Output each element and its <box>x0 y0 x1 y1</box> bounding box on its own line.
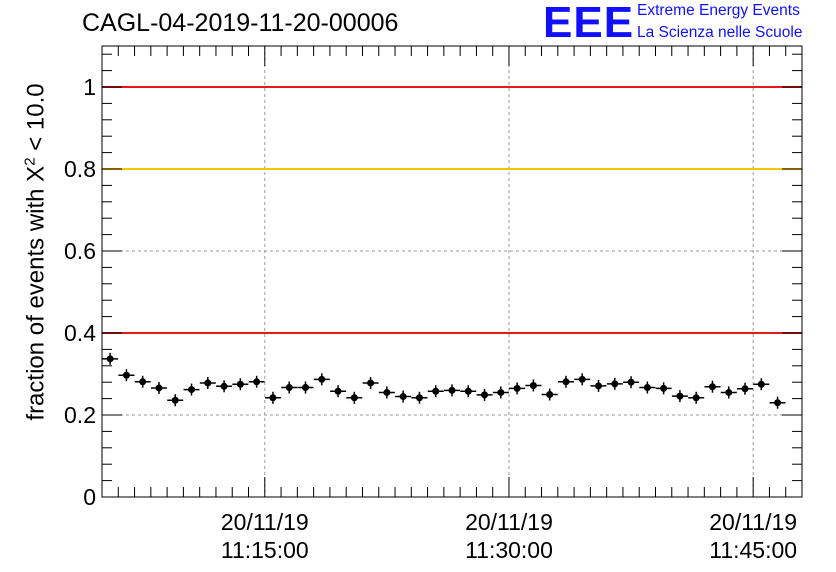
y-tick-label: 1 <box>83 74 96 100</box>
y-tick-label: 0.2 <box>64 402 96 428</box>
data-point <box>529 381 537 389</box>
x-tick-time-label: 11:30:00 <box>465 537 553 563</box>
data-point <box>692 394 700 402</box>
data-point <box>106 355 114 363</box>
data-point <box>171 396 179 404</box>
data-point <box>285 384 293 392</box>
chart-title: CAGL-04-2019-11-20-00006 <box>82 9 399 37</box>
data-point <box>334 387 342 395</box>
plot-frame <box>101 45 803 498</box>
x-tick-date-label: 20/11/19 <box>709 509 797 535</box>
logo-mark: EEE <box>543 0 635 47</box>
data-point <box>236 380 244 388</box>
data-point <box>399 393 407 401</box>
data-point <box>269 394 277 402</box>
data-point <box>546 391 554 398</box>
x-tick-time-label: 11:15:00 <box>221 537 309 563</box>
data-point <box>774 399 782 407</box>
data-point <box>725 388 733 396</box>
data-point <box>139 378 147 386</box>
data-point <box>318 375 326 383</box>
y-tick-label: 0.8 <box>64 156 96 182</box>
data-point <box>627 378 635 386</box>
data-point <box>595 382 603 390</box>
data-point <box>513 384 521 392</box>
x-tick-time-label: 11:45:00 <box>709 537 797 563</box>
data-point <box>660 384 668 392</box>
data-point <box>155 384 163 392</box>
data-point <box>220 382 228 390</box>
data-point <box>643 384 651 392</box>
y-tick-label: 0 <box>83 484 96 510</box>
data-point <box>432 387 440 395</box>
data-point <box>415 394 423 402</box>
logo-line-1: Extreme Energy Events <box>637 2 800 19</box>
data-point <box>757 380 765 388</box>
eee-logo: EEE Extreme Energy Events La Scienza nel… <box>543 0 833 47</box>
data-point <box>481 391 489 399</box>
data-point <box>122 371 130 379</box>
data-point <box>253 378 261 386</box>
data-point <box>188 386 196 394</box>
y-tick-label: 0.4 <box>64 320 96 346</box>
x-tick-date-label: 20/11/19 <box>465 509 553 535</box>
data-point <box>611 380 619 388</box>
x-tick-date-label: 20/11/19 <box>221 509 309 535</box>
data-point <box>497 388 505 396</box>
y-tick-label: 0.6 <box>64 238 96 264</box>
data-point <box>301 384 309 392</box>
data-point <box>448 386 456 394</box>
data-point <box>204 379 212 387</box>
data-point <box>741 385 749 393</box>
data-point <box>367 379 375 387</box>
data-point <box>708 383 716 391</box>
data-point <box>578 375 586 383</box>
data-point <box>464 387 472 395</box>
data-point <box>562 378 570 386</box>
logo-line-2: La Scienza nelle Scuole <box>637 24 803 41</box>
data-point <box>676 392 684 400</box>
data-point <box>350 394 358 402</box>
data-point <box>383 388 391 396</box>
